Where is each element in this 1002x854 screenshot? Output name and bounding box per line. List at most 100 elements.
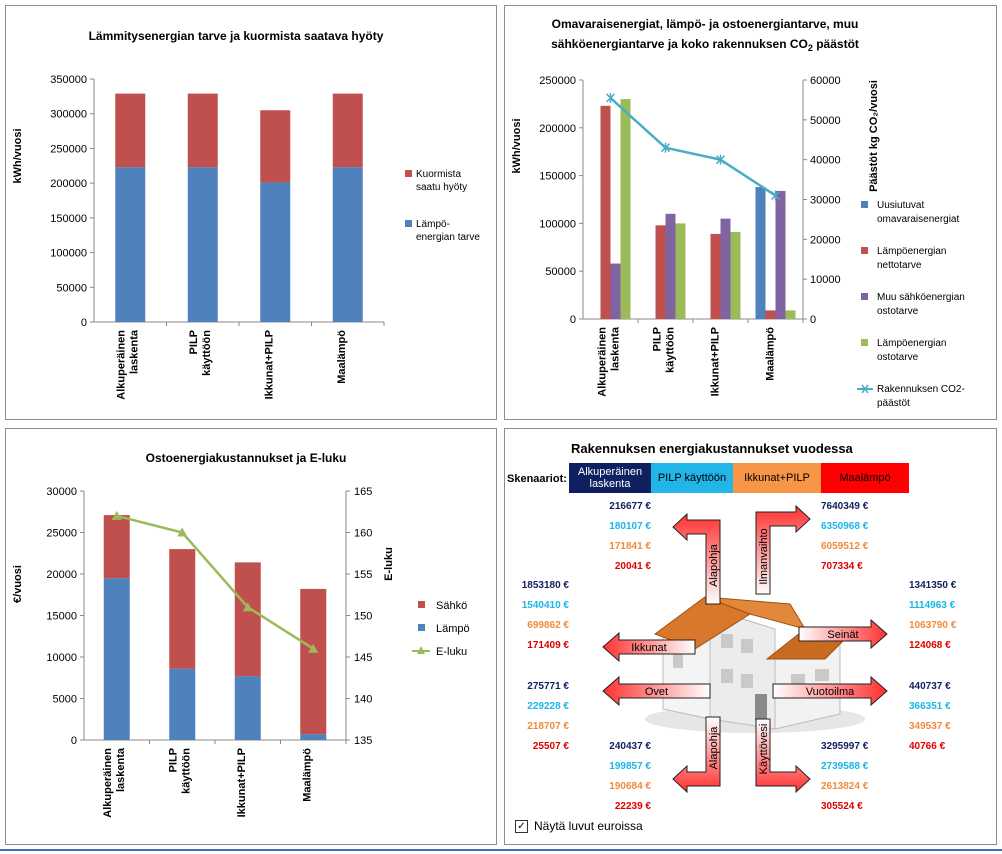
x-tick-label-0: Alkuperäinenlaskenta <box>597 326 622 397</box>
bar-1-1 <box>187 93 218 168</box>
y2-tick-label-1: 10000 <box>810 274 841 286</box>
ilmanvaihto-arrow <box>755 504 811 595</box>
bar-1-0 <box>600 105 611 319</box>
value-mid-right-geothermal: 124068 € <box>909 640 951 651</box>
value-top-right-geothermal: 707334 € <box>821 561 863 572</box>
y2-tick-label-2: 20000 <box>810 234 841 246</box>
value-mid-right-windows: 1063790 € <box>909 620 957 631</box>
bar-1-2 <box>710 233 721 319</box>
checkbox-box[interactable]: ✓ <box>515 819 528 833</box>
chart-self-sufficient-energy: Omavaraisenergiat, lämpö- ja ostoenergia… <box>511 17 965 409</box>
alapohja-bottom-label: Alapohja <box>708 726 720 770</box>
costs-title: Rakennuksen energiakustannukset vuodessa <box>571 441 853 456</box>
y-tick-label-5: 25000 <box>46 528 77 540</box>
value-top-right-original: 7640349 € <box>821 501 869 512</box>
x-tick-label-3: Maalämpö <box>301 748 313 802</box>
panel-purchase-costs: Ostoenergiakustannukset ja E-luku €/vuosi… <box>5 428 497 845</box>
y-tick-label-4: 20000 <box>46 569 77 581</box>
ovet-label: Ovet <box>645 686 668 698</box>
ikkunat-arrow <box>602 631 696 663</box>
scenario-header-windows: Ikkunat+PILP <box>733 463 821 493</box>
bar-0-2 <box>260 182 291 322</box>
bar-1-0 <box>115 93 146 168</box>
x-tick-label-3: Maalämpö <box>765 327 777 381</box>
y2-tick-label-6: 60000 <box>810 75 841 87</box>
y2-axis-title: E-luku <box>383 547 395 581</box>
legend-swatch-2 <box>861 293 868 300</box>
value-mid-left-windows: 699862 € <box>527 620 569 631</box>
y-tick-label-3: 150000 <box>539 171 576 183</box>
bar-1-3 <box>332 93 363 168</box>
y-tick-label-3: 15000 <box>46 611 77 623</box>
bar-0-0 <box>115 167 146 322</box>
y-tick-label-0: 0 <box>81 317 87 329</box>
value-mid-left-original: 1853180 € <box>521 580 569 591</box>
value-low-right-windows: 349537 € <box>909 721 951 732</box>
y2-tick-label-3: 30000 <box>810 195 841 207</box>
ikkunat-label: Ikkunat <box>631 642 666 654</box>
legend-swatch-1 <box>405 220 412 227</box>
e-luku-marker-2 <box>242 602 253 612</box>
bar-2-3 <box>775 190 786 319</box>
vuotoilma-arrow <box>772 675 888 707</box>
legend-swatch-0 <box>418 601 425 608</box>
house-body <box>653 596 846 730</box>
value-bot-left-pilp: 199857 € <box>609 761 651 772</box>
bar-1-1 <box>169 549 196 669</box>
value-low-right-original: 440737 € <box>909 681 951 692</box>
bar-1-2 <box>234 562 261 677</box>
x-tick-label-1: PILPkäyttöön <box>167 748 192 794</box>
y2-axis-title: Päästöt kg CO₂/vuosi <box>868 80 880 192</box>
legend-swatch-1 <box>861 247 868 254</box>
legend-swatch-3 <box>861 339 868 346</box>
kayttovesi-label: Käyttövesi <box>758 724 770 775</box>
e-luku-marker-0 <box>111 510 122 520</box>
legend-label-3: Lämpöenergian ostotarve <box>877 338 947 363</box>
y2-tick-label-1: 140 <box>354 694 372 706</box>
value-low-left-original: 275771 € <box>527 681 569 692</box>
y-tick-label-2: 100000 <box>539 218 576 230</box>
x-tick-label-2: Ikkunat+PILP <box>710 327 722 396</box>
scenario-header-geothermal: Maalämpö <box>821 463 909 493</box>
legend-label-0: Sähkö <box>436 600 467 612</box>
y-axis-title: €/vuosi <box>12 565 24 603</box>
co2-marker-2 <box>715 154 726 165</box>
value-top-left-original: 216677 € <box>609 501 651 512</box>
legend-label-1: Lämpö <box>436 623 470 635</box>
alapohja-top-arrow <box>672 512 721 605</box>
value-low-left-pilp: 229228 € <box>527 701 569 712</box>
value-low-right-geothermal: 40766 € <box>909 741 946 752</box>
value-bot-left-windows: 190684 € <box>609 781 651 792</box>
legend-swatch-1 <box>418 624 425 631</box>
bar-0-3 <box>332 167 363 322</box>
y-axis-title: kWh/vuosi <box>511 118 523 173</box>
y-tick-label-3: 150000 <box>50 213 87 225</box>
legend-label-2: Muu sähköenergian ostotarve <box>877 292 965 317</box>
x-tick-label-2: Ikkunat+PILP <box>236 748 248 817</box>
bar-0-1 <box>187 167 218 322</box>
bar-2-2 <box>720 218 731 319</box>
show-euros-checkbox[interactable]: ✓ Näytä luvut euroissa <box>515 819 643 833</box>
y2-tick-label-4: 40000 <box>810 155 841 167</box>
value-top-right-pilp: 6350968 € <box>821 521 869 532</box>
y-tick-label-6: 30000 <box>46 486 77 498</box>
y2-tick-label-5: 160 <box>354 528 372 540</box>
legend-label-1: Lämpöenergian nettotarve <box>877 246 947 271</box>
value-low-left-windows: 218707 € <box>527 721 569 732</box>
x-tick-label-1: PILPkäyttöön <box>652 327 677 373</box>
alapohja-bottom-arrow <box>672 716 721 794</box>
x-tick-label-2: Ikkunat+PILP <box>263 330 275 399</box>
y-tick-label-4: 200000 <box>539 123 576 135</box>
value-bot-left-original: 240437 € <box>609 741 651 752</box>
y2-tick-label-5: 50000 <box>810 115 841 127</box>
legend-label-1: Lämpö-energian tarve <box>416 219 480 243</box>
legend-label-0: Uusiutuvat omavaraisenergiat <box>877 200 959 225</box>
legend-label-0: Kuormista saatu hyöty <box>416 169 467 193</box>
bar-1-2 <box>260 110 291 183</box>
checkbox-label: Näytä luvut euroissa <box>534 819 643 833</box>
legend-swatch-2 <box>412 646 430 654</box>
chart-title-line-1: Omavaraisenergiat, lämpö- ja ostoenergia… <box>552 17 859 31</box>
chart-heating-demand: Lämmitysenergian tarve ja kuormista saat… <box>12 29 480 400</box>
value-low-right-pilp: 366351 € <box>909 701 951 712</box>
vuotoilma-label: Vuotoilma <box>806 686 855 698</box>
